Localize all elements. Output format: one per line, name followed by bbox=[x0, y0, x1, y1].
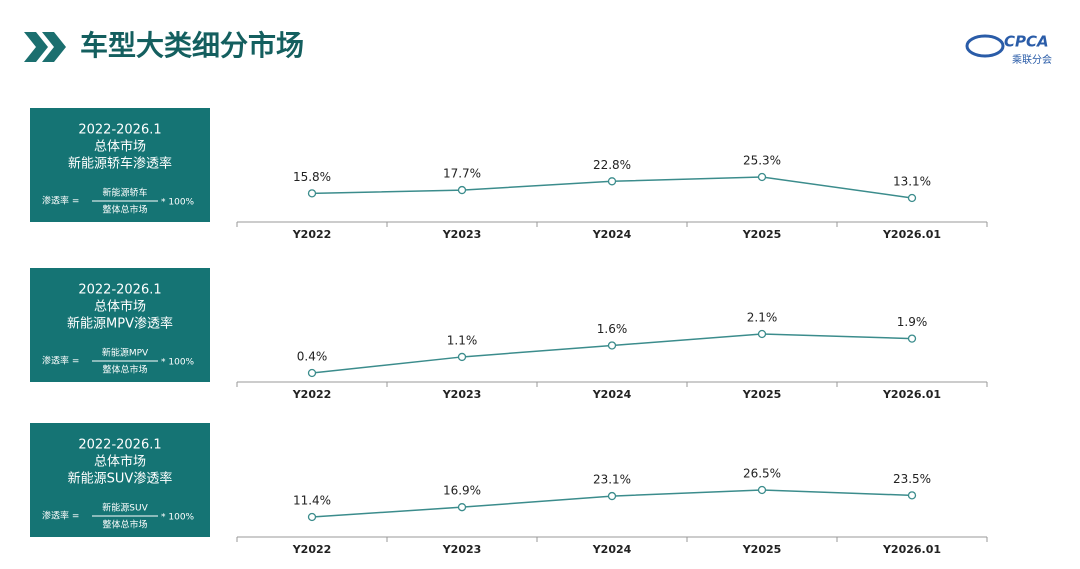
value-label: 11.4% bbox=[293, 494, 331, 508]
box-market: 总体市场 bbox=[94, 454, 146, 470]
x-tick-label: Y2026.01 bbox=[882, 543, 941, 556]
point bbox=[757, 485, 767, 495]
x-tick-label: Y2025 bbox=[742, 228, 782, 241]
point bbox=[457, 352, 467, 362]
x-tick-label: Y2025 bbox=[742, 543, 782, 556]
x-tick-label: Y2024 bbox=[592, 228, 632, 241]
value-label: 22.8% bbox=[593, 158, 631, 172]
box-period: 2022-2026.1 bbox=[78, 283, 161, 298]
point bbox=[607, 341, 617, 350]
formula-denominator: 整体总市场 bbox=[102, 364, 147, 376]
point bbox=[457, 185, 467, 195]
formula-multiplier: * 100% bbox=[161, 513, 195, 523]
page-title: 车型大类细分市场 bbox=[80, 29, 304, 62]
value-label: 0.4% bbox=[297, 350, 328, 364]
box-metric: 新能源MPV渗透率 bbox=[67, 316, 173, 332]
point bbox=[307, 189, 317, 198]
formula-label: 渗透率 = bbox=[42, 510, 79, 522]
value-label: 1.6% bbox=[597, 322, 628, 336]
x-tick-label: Y2023 bbox=[442, 543, 482, 556]
value-label: 25.3% bbox=[743, 154, 781, 168]
label-box bbox=[30, 108, 210, 222]
formula-label: 渗透率 = bbox=[42, 195, 79, 207]
formula-denominator: 整体总市场 bbox=[102, 204, 147, 216]
value-label: 15.8% bbox=[293, 170, 331, 184]
point bbox=[307, 512, 317, 522]
label-box bbox=[30, 423, 210, 537]
point bbox=[607, 177, 617, 186]
value-label: 23.5% bbox=[893, 472, 931, 486]
box-metric: 新能源轿车渗透率 bbox=[68, 156, 172, 172]
value-label: 23.1% bbox=[593, 473, 631, 487]
logo: CPCA 乘联分会 bbox=[965, 33, 1052, 66]
title-icon bbox=[24, 32, 66, 62]
x-tick-label: Y2022 bbox=[292, 543, 332, 556]
value-label: 1.1% bbox=[447, 333, 478, 347]
point bbox=[907, 334, 917, 343]
formula-multiplier: * 100% bbox=[161, 198, 195, 208]
x-tick-label: Y2022 bbox=[292, 228, 332, 241]
box-metric: 新能源SUV渗透率 bbox=[68, 471, 173, 487]
logo-org: 乘联分会 bbox=[1012, 53, 1052, 66]
box-market: 总体市场 bbox=[94, 299, 146, 315]
x-tick-label: Y2026.01 bbox=[882, 228, 941, 241]
formula-numerator: 新能源轿车 bbox=[102, 187, 147, 199]
point bbox=[907, 491, 917, 500]
x-tick-label: Y2023 bbox=[442, 228, 482, 241]
value-label: 16.9% bbox=[443, 484, 481, 498]
point bbox=[457, 503, 467, 512]
formula-numerator: 新能源MPV bbox=[102, 347, 149, 359]
formula-label: 渗透率 = bbox=[42, 355, 79, 367]
point bbox=[907, 193, 917, 203]
value-label: 2.1% bbox=[747, 311, 778, 325]
value-label: 1.9% bbox=[897, 315, 928, 329]
x-tick-label: Y2023 bbox=[442, 388, 482, 401]
formula-multiplier: * 100% bbox=[161, 358, 195, 368]
x-tick-label: Y2024 bbox=[592, 388, 632, 401]
formula-denominator: 整体总市场 bbox=[102, 519, 147, 531]
box-period: 2022-2026.1 bbox=[78, 123, 161, 138]
value-label: 17.7% bbox=[443, 167, 481, 181]
point bbox=[757, 329, 767, 339]
formula-numerator: 新能源SUV bbox=[102, 502, 148, 514]
x-tick-label: Y2026.01 bbox=[882, 388, 941, 401]
line bbox=[311, 333, 913, 374]
box-market: 总体市场 bbox=[94, 139, 146, 155]
point bbox=[607, 491, 617, 501]
logo-name: CPCA bbox=[1004, 33, 1049, 51]
value-label: 13.1% bbox=[893, 175, 931, 189]
point bbox=[307, 368, 317, 378]
point bbox=[757, 172, 767, 182]
x-tick-label: Y2022 bbox=[292, 388, 332, 401]
x-tick-label: Y2024 bbox=[592, 543, 632, 556]
box-period: 2022-2026.1 bbox=[78, 438, 161, 453]
value-label: 26.5% bbox=[743, 467, 781, 481]
x-tick-label: Y2025 bbox=[742, 388, 782, 401]
label-box bbox=[30, 268, 210, 382]
